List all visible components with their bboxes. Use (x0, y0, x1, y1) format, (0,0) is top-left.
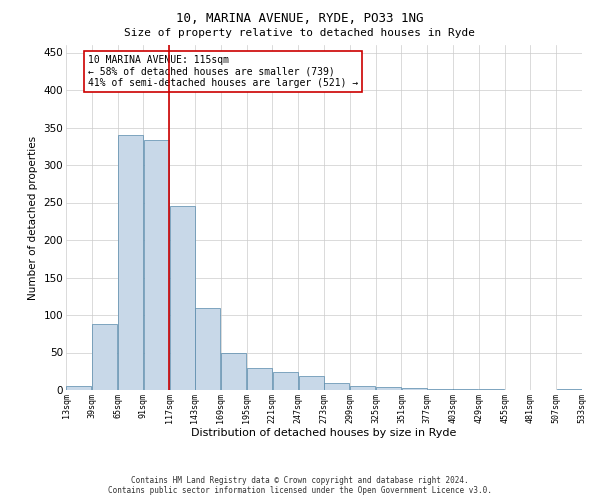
Bar (67, 386, 91, 390)
Bar (273, 372, 298, 390)
Bar (170, 206, 194, 390)
Bar (196, 308, 220, 390)
Bar (428, 388, 452, 390)
Bar (325, 383, 349, 390)
Text: 10 MARINA AVENUE: 115sqm
← 58% of detached houses are smaller (739)
41% of semi-: 10 MARINA AVENUE: 115sqm ← 58% of detach… (88, 54, 358, 88)
Bar (299, 376, 323, 390)
Y-axis label: Number of detached properties: Number of detached properties (28, 136, 38, 300)
Text: 10, MARINA AVENUE, RYDE, PO33 1NG: 10, MARINA AVENUE, RYDE, PO33 1NG (176, 12, 424, 26)
Bar (350, 386, 375, 390)
Bar (118, 135, 143, 390)
Bar (92, 324, 117, 390)
Bar (479, 389, 504, 390)
Bar (402, 388, 427, 390)
Text: Size of property relative to detached houses in Ryde: Size of property relative to detached ho… (125, 28, 476, 38)
Text: Contains HM Land Registry data © Crown copyright and database right 2024.
Contai: Contains HM Land Registry data © Crown c… (108, 476, 492, 495)
Bar (454, 389, 478, 390)
Bar (247, 368, 272, 390)
Bar (557, 389, 581, 390)
Bar (221, 353, 246, 390)
X-axis label: Distribution of detached houses by size in Ryde: Distribution of detached houses by size … (191, 428, 457, 438)
Bar (144, 140, 169, 390)
Bar (376, 387, 401, 390)
